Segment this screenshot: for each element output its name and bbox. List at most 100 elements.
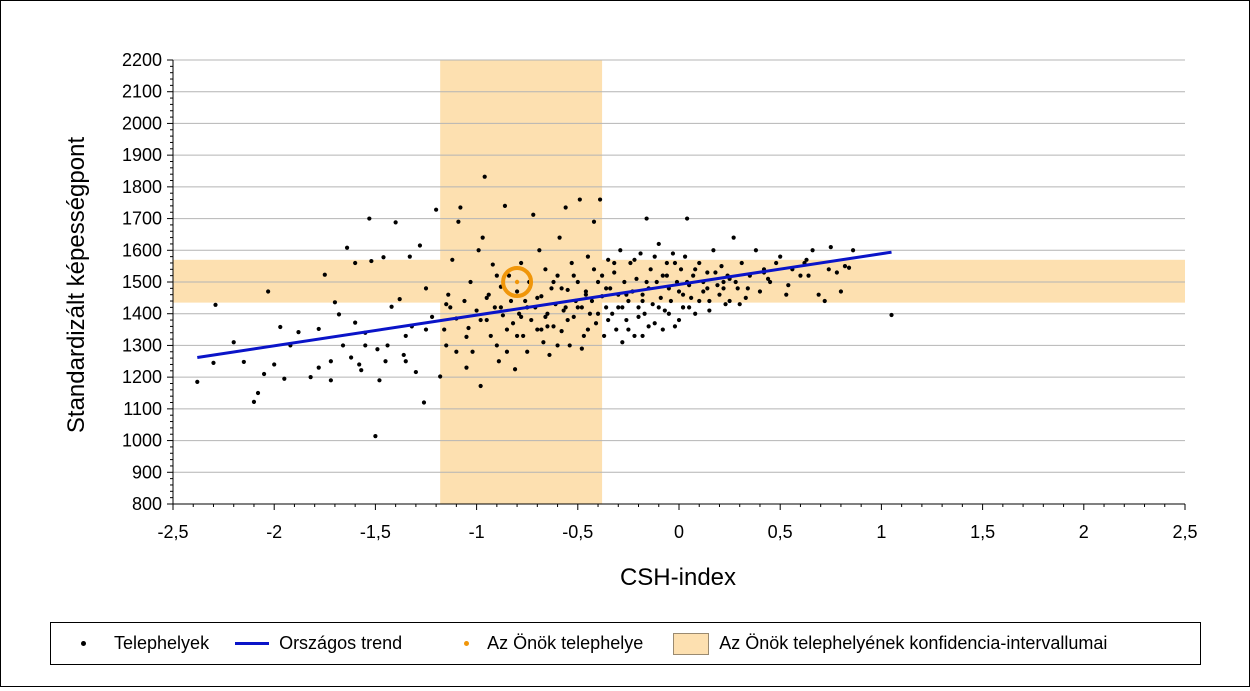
scatter-point [721,286,726,291]
scatter-point [458,205,463,210]
scatter-point [804,257,809,262]
x-tick-label: -2,5 [157,522,188,542]
scatter-point [632,257,637,262]
scatter-point [464,334,469,339]
scatter-point [496,359,501,364]
scatter-point [498,305,503,310]
y-tick-label: 1000 [122,431,162,451]
scatter-point [662,308,667,313]
scatter-point [462,298,467,304]
x-tick-label: -2 [266,522,282,542]
legend-item-confidence: Az Önök telephelyének konfidencia-interv… [673,632,1107,655]
scatter-point [727,298,732,304]
scatter-point [474,308,479,313]
scatter-point [723,302,728,307]
scatter-point [664,273,669,278]
scatter-point [340,343,346,348]
scatter-point [504,349,510,354]
scatter-point [707,298,712,304]
scatter-point [213,302,218,307]
y-tick-label: 1700 [122,209,162,229]
scatter-point [575,279,580,285]
scatter-point [644,279,649,285]
scatter-point [389,304,394,309]
y-tick-label: 1100 [123,399,162,419]
scatter-point [438,374,443,379]
scatter-point [470,349,475,354]
scatter-point [739,260,744,266]
y-axis-label: Standardizált képességpont [63,137,90,434]
scatter-point [585,254,591,259]
scatter-point [650,302,655,307]
scatter-point [778,254,783,259]
scatter-point [492,305,497,310]
scatter-point [502,203,508,208]
scatter-point [328,359,333,364]
scatter-point [450,257,455,262]
scatter-point [353,260,358,266]
legend-line-icon [235,642,270,645]
scatter-point [535,295,540,300]
scatter-point [559,286,564,291]
scatter-point [545,324,550,329]
scatter-point [322,272,327,277]
scatter-point [478,383,483,389]
scatter-point [429,314,435,319]
scatter-point [652,321,657,326]
scatter-point [539,294,544,299]
scatter-point [363,343,368,348]
scatter-point [648,267,653,272]
scatter-point [448,305,453,310]
scatter-point [731,235,736,240]
y-tick-label: 1500 [122,272,162,292]
scatter-point [494,343,499,348]
scatter-point [660,273,665,278]
scatter-point [697,260,702,266]
scatter-point [407,254,412,259]
x-tick-label: 0,5 [768,522,793,542]
scatter-point [555,273,560,278]
scatter-point [531,212,536,217]
scatter-point [359,368,364,373]
scatter-point [687,305,692,310]
trend-line [197,250,892,359]
scatter-point [316,365,321,370]
scatter-point [591,267,597,272]
scatter-point [737,302,742,307]
scatter-point [822,298,827,304]
scatter-point [733,279,738,285]
scatter-point [579,305,584,310]
legend-box-icon [673,632,710,655]
scatter-point [494,273,499,278]
scatter-point [195,379,200,384]
scatter-point [569,260,574,266]
scatter-point [784,292,789,297]
scatter-point [745,286,750,291]
scatter-point [691,273,696,278]
scatter-point [652,254,657,259]
scatter-point [711,248,716,253]
scatter-point [626,298,631,304]
scatter-point [628,260,633,266]
scatter-point [272,362,277,367]
scatter-point [581,333,586,339]
scatter-point [575,305,580,310]
scatter-point [328,378,333,383]
scatter-point [810,248,815,253]
scatter-point [666,311,671,316]
scatter-point [565,287,570,293]
scatter-point [816,292,821,297]
scatter-point [349,355,354,360]
x-tick-label: 1 [876,522,886,542]
x-tick-label: -0,5 [562,522,593,542]
scatter-point [622,279,627,285]
scatter-point [261,371,267,377]
scatter-point [512,367,518,372]
scatter-point [482,174,487,179]
scatter-point [595,279,601,285]
scatter-point [842,264,848,269]
scatter-point [559,329,564,334]
scatter-point [672,324,678,329]
scatter-point [585,327,591,332]
scatter-point [606,317,611,323]
